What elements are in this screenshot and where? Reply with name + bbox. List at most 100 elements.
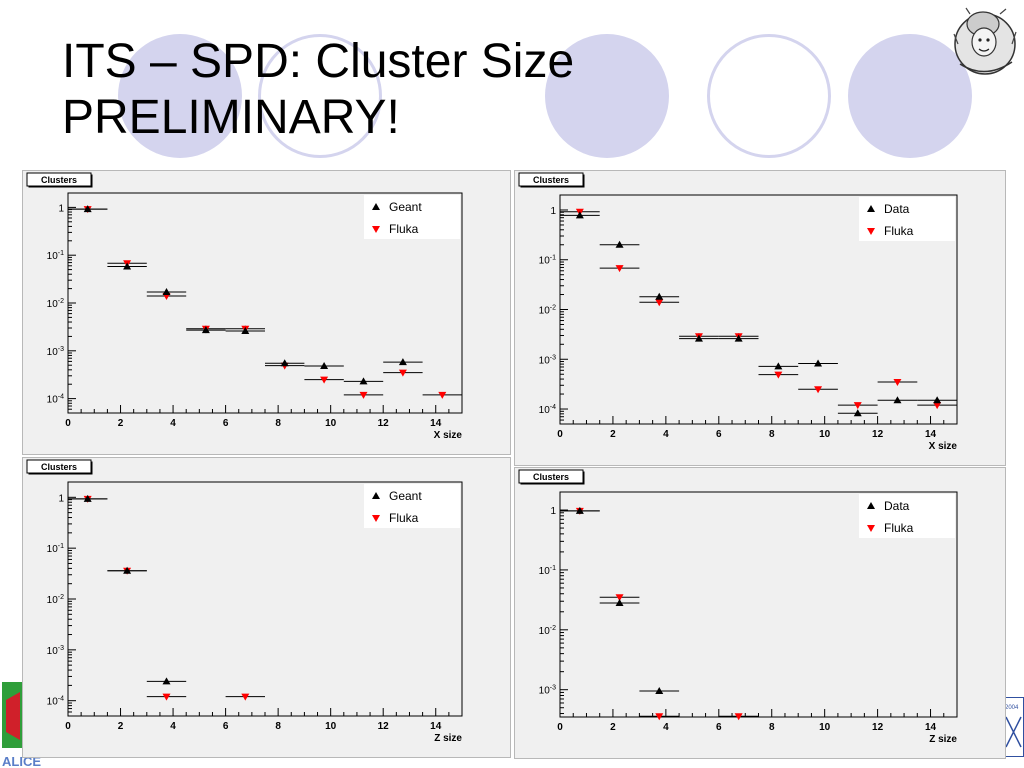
data-point	[933, 402, 942, 410]
data-point	[615, 594, 624, 602]
x-tick-label: 4	[663, 429, 669, 440]
series-data	[560, 506, 680, 695]
y-tick-label: 10-2	[47, 298, 64, 310]
legend-marker	[867, 228, 875, 235]
x-tick-label: 6	[716, 722, 722, 733]
legend-box	[364, 195, 460, 239]
y-tick-label: 10-3	[539, 685, 556, 697]
series-fluka	[68, 495, 265, 701]
data-point	[655, 713, 664, 721]
stat-box-label: Clusters	[41, 175, 77, 185]
x-axis: 0 2 4 6 8 10 12 14Z size	[65, 708, 463, 744]
y-tick-label: 10-3	[47, 645, 64, 657]
chart-panel-x-size-geant-fluka: Clusters 1 10-1 10-2 10-3 10-4 0 2 4 6 8 10 12 14 X si…	[22, 170, 511, 455]
x-tick-label: 12	[872, 722, 884, 733]
x-tick-label: 4	[170, 418, 176, 429]
data-point	[655, 299, 664, 307]
legend-marker	[372, 515, 380, 522]
data-point	[162, 287, 171, 295]
x-tick-label: 10	[325, 418, 337, 429]
data-point	[123, 262, 132, 270]
stat-box: Clusters	[26, 459, 93, 475]
data-point	[734, 713, 743, 721]
data-point	[734, 334, 743, 342]
data-point	[320, 362, 329, 370]
y-tick-label: 10-1	[539, 565, 556, 577]
engraving-portrait-logo	[953, 7, 1017, 75]
data-point	[575, 211, 584, 219]
data-point	[774, 371, 783, 379]
data-point	[814, 386, 823, 394]
stat-box-frame	[26, 459, 92, 474]
data-point	[359, 377, 368, 385]
legend-marker	[867, 502, 875, 509]
x-tick-label: 14	[925, 429, 937, 440]
legend-box	[859, 494, 955, 538]
x-tick-label: 12	[872, 429, 884, 440]
x-tick-label: 0	[557, 429, 563, 440]
x-tick-label: 10	[819, 429, 831, 440]
data-point	[398, 369, 407, 377]
x-axis-title: Z size	[434, 733, 462, 744]
y-tick-label: 1	[550, 206, 556, 217]
slide-title-line-2: PRELIMINARY!	[62, 91, 400, 144]
legend-label: Geant	[389, 200, 422, 214]
y-tick-label: 10-1	[47, 250, 64, 262]
data-point	[83, 494, 92, 502]
data-point	[853, 409, 862, 417]
legend-marker	[372, 492, 380, 499]
y-tick-label: 1	[58, 493, 64, 504]
x-tick-label: 0	[65, 418, 71, 429]
x-tick-label: 8	[769, 722, 775, 733]
series-fluka	[560, 507, 759, 721]
data-point	[162, 693, 171, 701]
y-tick-label: 1	[58, 203, 64, 214]
y-tick-label: 10-1	[47, 543, 64, 555]
data-point	[359, 391, 368, 399]
legend-label: Fluka	[884, 521, 914, 535]
y-tick-label: 10-4	[47, 696, 64, 708]
legend: Data Fluka	[859, 494, 955, 538]
y-tick-label: 10-2	[47, 594, 64, 606]
stat-box: Clusters	[26, 172, 93, 188]
y-tick-label: 10-2	[539, 305, 556, 317]
decorative-circle	[848, 34, 972, 158]
data-point	[438, 391, 447, 399]
legend-label: Geant	[389, 489, 422, 503]
data-point	[893, 396, 902, 404]
y-tick-label: 10-2	[539, 625, 556, 637]
stat-box-frame	[26, 172, 92, 187]
slide-title: ITS – SPD: Cluster Size PRELIMINARY!	[62, 34, 574, 146]
data-point	[893, 378, 902, 386]
x-tick-label: 14	[430, 721, 442, 732]
data-point	[933, 396, 942, 404]
x-tick-label: 6	[716, 429, 722, 440]
series-geant	[68, 494, 187, 685]
legend: Geant Fluka	[364, 484, 460, 528]
stat-box: Clusters	[518, 172, 585, 188]
stat-box: Clusters	[518, 469, 585, 485]
legend: Geant Fluka	[364, 195, 460, 239]
chart-svg: Clusters 1 10-1 10-2 10-3 0 2 4 6 8 10 12 14Z size Da…	[518, 469, 958, 745]
y-axis: 1 10-1 10-2 10-3 10-4	[47, 493, 76, 713]
series-data	[560, 211, 957, 417]
decorative-circle	[118, 34, 242, 158]
x-axis: 0 2 4 6 8 10 12 14X size	[557, 416, 958, 452]
data-point	[575, 506, 584, 514]
data-point	[655, 292, 664, 300]
series-geant	[68, 205, 423, 385]
legend-label: Data	[884, 499, 910, 513]
y-axis: 1 10-1 10-2 10-3	[539, 506, 568, 715]
data-point	[615, 240, 624, 248]
alice-logo: ALICE	[2, 682, 41, 768]
x-axis: 0 2 4 6 8 10 12 14X size	[65, 405, 463, 441]
x-tick-label: 12	[378, 418, 390, 429]
data-point	[280, 359, 289, 367]
y-axis: 1 10-1 10-2 10-3 10-4	[539, 206, 568, 421]
x-tick-label: 2	[610, 722, 616, 733]
x-tick-label: 2	[118, 721, 124, 732]
decorative-ring	[707, 34, 831, 158]
chart-panel-x-size-data-fluka: Clusters 1 10-1 10-2 10-3 10-4 0 2 4 6 8 10 12 14 X si…	[514, 170, 1006, 466]
y-tick-label: 1	[550, 506, 556, 517]
x-tick-label: 8	[769, 429, 775, 440]
